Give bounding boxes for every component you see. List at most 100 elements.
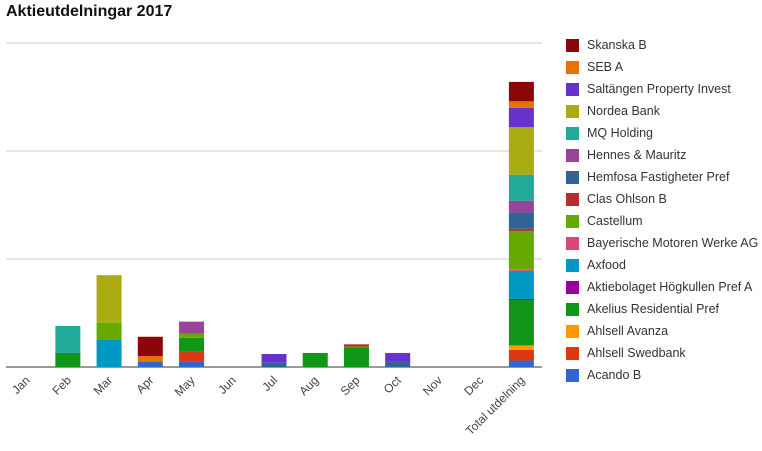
bar-segment[interactable] (508, 270, 534, 299)
bar-segment[interactable] (137, 361, 163, 367)
legend-label: Akelius Residential Pref (587, 302, 720, 316)
legend-swatch (566, 82, 579, 96)
x-tick-label: Oct (381, 373, 405, 397)
legend-swatch (566, 368, 579, 382)
legend-label: MQ Holding (587, 126, 653, 140)
bar-segment[interactable] (179, 321, 205, 334)
legend-swatch (566, 258, 579, 272)
x-tick-label: Sep (338, 373, 363, 398)
legend-label: Skanska B (587, 38, 647, 52)
legend-item[interactable]: Ahlsell Swedbank (566, 342, 758, 364)
bar-segment[interactable] (508, 298, 534, 301)
bar-segment[interactable] (385, 361, 411, 367)
legend-item[interactable]: Ahlsell Avanza (566, 320, 758, 342)
legend-item[interactable]: Hennes & Mauritz (566, 144, 758, 166)
bar-segment[interactable] (508, 200, 534, 213)
x-tick-label: Aug (296, 373, 321, 398)
x-tick-label: Jul (259, 373, 280, 394)
bar-segment[interactable] (179, 361, 205, 367)
legend-item[interactable]: Axfood (566, 254, 758, 276)
legend-item[interactable]: Akelius Residential Pref (566, 298, 758, 320)
legend-label: Ahlsell Avanza (587, 324, 669, 338)
legend-swatch (566, 126, 579, 140)
bar-segment[interactable] (179, 337, 205, 352)
bar-segment[interactable] (302, 352, 328, 367)
legend-label: SEB A (587, 60, 624, 74)
bar-segment[interactable] (508, 174, 534, 201)
bar-segment[interactable] (508, 228, 534, 231)
bar-segment[interactable] (137, 356, 163, 362)
legend-swatch (566, 148, 579, 162)
bar-segment[interactable] (508, 349, 534, 361)
legend-item[interactable]: Aktiebolaget Högkullen Pref A (566, 276, 758, 298)
legend-label: Aktiebolaget Högkullen Pref A (587, 280, 753, 294)
bar-segment[interactable] (96, 275, 122, 323)
legend-label: Saltängen Property Invest (587, 82, 731, 96)
bar-segment[interactable] (179, 333, 205, 338)
legend-item[interactable]: MQ Holding (566, 122, 758, 144)
legend-label: Acando B (587, 368, 642, 382)
legend-swatch (566, 280, 579, 294)
x-tick-label: Jan (9, 373, 33, 397)
legend-swatch (566, 302, 579, 316)
legend-item[interactable]: SEB A (566, 56, 758, 78)
x-tick-label: Jun (215, 373, 239, 397)
legend-label: Bayerische Motoren Werke AG (587, 236, 759, 250)
bar-segment[interactable] (385, 352, 411, 362)
legend-swatch (566, 236, 579, 250)
bar-segment[interactable] (508, 300, 534, 346)
x-tick-label: Apr (133, 373, 156, 396)
x-tick-label: May (172, 373, 198, 399)
legend-swatch (566, 346, 579, 360)
x-tick-label: Dec (461, 373, 486, 398)
legend-swatch (566, 192, 579, 206)
legend-item[interactable]: Acando B (566, 364, 758, 386)
bar-segment[interactable] (508, 212, 534, 229)
legend-label: Ahlsell Swedbank (587, 346, 686, 360)
bar-segment[interactable] (508, 81, 534, 102)
bar-segment[interactable] (55, 325, 81, 353)
legend-item[interactable]: Clas Ohlson B (566, 188, 758, 210)
bar-segment[interactable] (508, 127, 534, 175)
bar-segment[interactable] (343, 346, 369, 348)
bar-segment[interactable] (343, 344, 369, 347)
legend-label: Castellum (587, 214, 643, 228)
bar-segment[interactable] (508, 360, 534, 367)
bar-segment[interactable] (508, 230, 534, 270)
bar-segment[interactable] (261, 354, 287, 363)
bar-segment[interactable] (508, 269, 534, 271)
x-tick-label: Mar (91, 373, 116, 398)
legend-label: Hennes & Mauritz (587, 148, 687, 162)
x-tick-label: Nov (420, 373, 445, 398)
legend-item[interactable]: Skanska B (566, 34, 758, 56)
legend: Skanska B SEB A Saltängen Property Invest N… (566, 34, 758, 386)
legend-item[interactable]: Nordea Bank (566, 100, 758, 122)
bar-segment[interactable] (137, 336, 163, 357)
bar-segment[interactable] (96, 340, 122, 367)
legend-item[interactable]: Castellum (566, 210, 758, 232)
legend-label: Clas Ohlson B (587, 192, 667, 206)
bar-segment[interactable] (508, 345, 534, 350)
legend-item[interactable]: Bayerische Motoren Werke AG (566, 232, 758, 254)
bar-segment[interactable] (261, 362, 287, 367)
bar-segment[interactable] (179, 351, 205, 362)
legend-item[interactable]: Saltängen Property Invest (566, 78, 758, 100)
legend-item[interactable]: Hemfosa Fastigheter Pref (566, 166, 758, 188)
bar-segment[interactable] (508, 101, 534, 108)
x-tick-label: Feb (49, 373, 74, 398)
legend-swatch (566, 104, 579, 118)
legend-swatch (566, 324, 579, 338)
legend-label: Hemfosa Fastigheter Pref (587, 170, 730, 184)
legend-label: Axfood (587, 258, 626, 272)
bar-segment[interactable] (96, 322, 122, 340)
legend-swatch (566, 60, 579, 74)
bar-segment[interactable] (55, 352, 81, 367)
bar-segment[interactable] (508, 107, 534, 128)
chart-title: Aktieutdelningar 2017 (6, 3, 173, 20)
legend-label: Nordea Bank (587, 104, 660, 118)
stacked-bar-chart: Jan Feb Mar Apr May Jun Jul Aug Sep Oct Nov DecTota… (6, 42, 542, 438)
bar-segment[interactable] (343, 347, 369, 367)
legend-swatch (566, 38, 579, 52)
legend-swatch (566, 214, 579, 228)
legend-swatch (566, 170, 579, 184)
